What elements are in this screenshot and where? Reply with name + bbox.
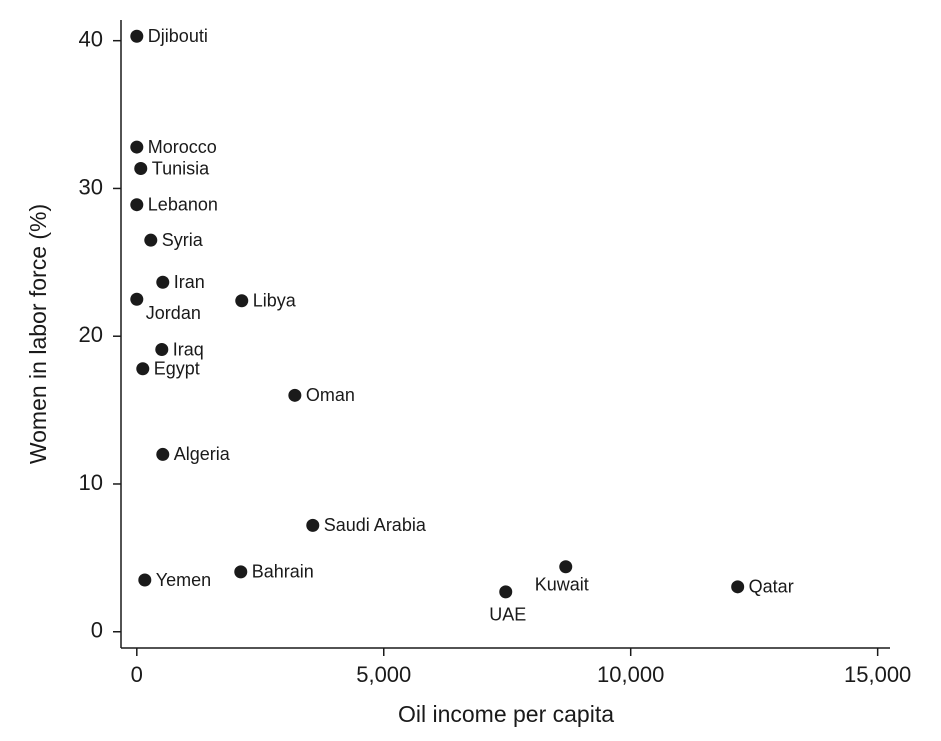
point-label: UAE — [489, 605, 526, 625]
point-label: Iran — [174, 272, 205, 292]
point — [134, 162, 148, 176]
point-label: Djibouti — [148, 26, 208, 46]
point-label: Qatar — [749, 577, 794, 597]
point-label: Lebanon — [148, 194, 218, 214]
point — [306, 518, 320, 532]
y-tick-label: 20 — [79, 322, 103, 347]
point-label: Syria — [162, 230, 204, 250]
point — [138, 573, 152, 587]
point-label: Iraq — [173, 339, 204, 359]
point-label: Morocco — [148, 137, 217, 157]
point — [288, 388, 302, 402]
point — [731, 580, 745, 594]
y-tick-label: 40 — [79, 26, 103, 51]
point-label: Tunisia — [152, 158, 210, 178]
point — [559, 560, 573, 574]
point — [130, 140, 144, 154]
y-tick-label: 0 — [91, 618, 103, 643]
point-label: Oman — [306, 385, 355, 405]
point — [155, 343, 169, 357]
point-label: Egypt — [154, 358, 200, 378]
point-label: Kuwait — [535, 574, 589, 594]
x-tick-label: 0 — [131, 662, 143, 687]
point — [130, 292, 144, 306]
y-tick-label: 10 — [79, 470, 103, 495]
x-axis-label: Oil income per capita — [398, 701, 614, 727]
y-tick-label: 30 — [79, 174, 103, 199]
point-label: Bahrain — [252, 562, 314, 582]
point — [136, 362, 150, 376]
x-tick-label: 5,000 — [356, 662, 411, 687]
x-tick-label: 10,000 — [597, 662, 664, 687]
y-axis-label: Women in labor force (%) — [25, 204, 51, 464]
point — [235, 294, 249, 308]
point-label: Algeria — [174, 444, 231, 464]
x-tick-label: 15,000 — [844, 662, 911, 687]
point-label: Saudi Arabia — [324, 515, 427, 535]
point — [499, 585, 513, 599]
point — [130, 198, 144, 212]
point-label: Yemen — [156, 570, 211, 590]
point — [144, 233, 158, 247]
point — [156, 275, 170, 289]
point — [234, 565, 248, 579]
point-label: Libya — [253, 291, 297, 311]
point-label: Jordan — [146, 303, 201, 323]
point — [156, 447, 170, 461]
point — [130, 29, 144, 43]
